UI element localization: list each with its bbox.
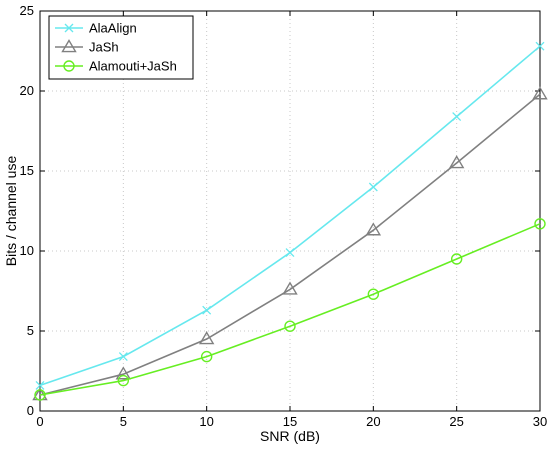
y-tick-label: 20 (20, 83, 34, 98)
y-tick-label: 0 (27, 403, 34, 418)
data-point (200, 350, 213, 363)
y-tick-label: 10 (20, 243, 34, 258)
data-point (367, 288, 380, 300)
series-alaalign (35, 41, 545, 390)
x-tick-label: 0 (36, 414, 43, 429)
series-lines (32, 41, 548, 401)
marker-stroke (202, 305, 212, 315)
data-point (117, 374, 130, 387)
legend: AlaAlign JaSh Alamouti+JaSh (48, 15, 194, 80)
legend-item: AlaAlign (55, 21, 137, 36)
legend-marker (61, 39, 77, 53)
data-point (368, 182, 378, 192)
data-point (118, 352, 128, 362)
data-point (450, 253, 463, 265)
data-point (448, 155, 465, 169)
legend-item: Alamouti+JaSh (55, 59, 177, 74)
x-tick-label: 10 (199, 414, 213, 429)
marker-stroke (35, 380, 45, 390)
legend-marker (63, 60, 75, 72)
x-tick-label: 5 (120, 414, 127, 429)
legend-label: JaSh (89, 40, 119, 55)
data-point (365, 222, 382, 236)
marker-stroke (452, 112, 462, 122)
grid (40, 11, 540, 411)
x-tick-label: 20 (366, 414, 380, 429)
data-point (202, 305, 212, 315)
legend-label: Alamouti+JaSh (89, 59, 177, 74)
x-tick-label: 25 (449, 414, 463, 429)
data-point (532, 86, 548, 100)
data-point (35, 380, 45, 390)
legend-marker (64, 23, 74, 33)
x-axis-title: SNR (dB) (260, 428, 320, 444)
data-point (115, 366, 132, 380)
y-tick-label: 25 (20, 3, 34, 18)
series-line (39, 93, 541, 396)
data-point (284, 320, 296, 332)
x-tick-label: 30 (533, 414, 547, 429)
marker-stroke (285, 248, 295, 258)
marker-stroke (118, 352, 128, 362)
x-tick-label: 15 (283, 414, 297, 429)
marker-stroke (535, 41, 545, 51)
y-tick-label: 15 (20, 163, 34, 178)
series-line (39, 223, 541, 396)
data-point (534, 218, 546, 230)
marker-stroke (64, 23, 74, 33)
data-point (285, 248, 295, 258)
marker-stroke (368, 182, 378, 192)
data-point (34, 389, 46, 401)
data-point (198, 331, 215, 345)
y-axis-title: Bits / channel use (3, 156, 19, 267)
data-point (452, 112, 462, 122)
y-tick-label: 5 (27, 323, 34, 338)
legend-label: AlaAlign (89, 21, 137, 36)
legend-item: JaSh (55, 39, 119, 55)
data-point (535, 41, 545, 51)
series-alamouti-jash (34, 218, 546, 401)
data-point (282, 281, 298, 295)
axis-ticks: 0 5 10 15 20 25 30 0 5 10 15 20 25 (20, 3, 548, 429)
